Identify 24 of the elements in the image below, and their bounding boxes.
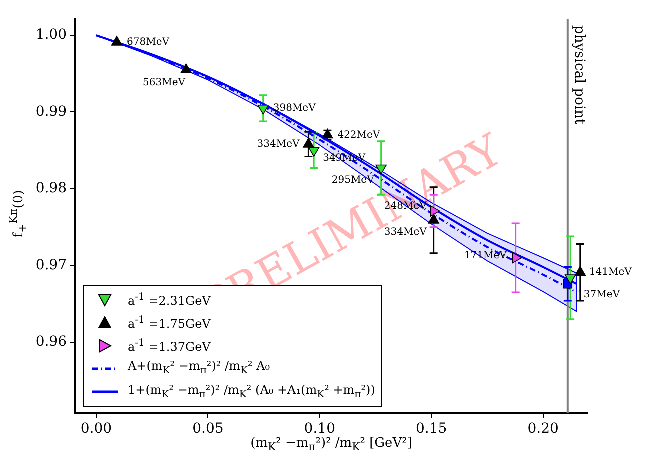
- x-tick-label: 0.15: [416, 421, 448, 438]
- x-tick-label: 0.00: [80, 421, 112, 438]
- x-tick-label: 0.20: [528, 421, 559, 438]
- annotation: 563MeV: [143, 78, 186, 89]
- point: [512, 252, 522, 264]
- x-tick-label: 0.10: [304, 421, 336, 438]
- y-tick-label: 0.96: [36, 334, 68, 350]
- y-tick-label: 0.99: [36, 104, 67, 120]
- point: [180, 64, 192, 74]
- x-tick-label: 0.05: [192, 421, 224, 438]
- y-tick-label: 1.00: [36, 27, 67, 44]
- ref-line-label: physical point: [571, 25, 588, 125]
- annotation: 678MeV: [127, 37, 170, 48]
- point: [111, 36, 123, 46]
- legend-label: a$^{-1}$ =1.37GeV: [128, 337, 211, 356]
- y-tick-label: 0.97: [36, 257, 67, 274]
- annotation: 398MeV: [273, 102, 317, 114]
- legend-label: a$^{-1}$ =1.75GeV: [128, 314, 211, 334]
- text: 1+(m$_{K}$² −m$_{π}$²)² /m$_{K}$² (A₀ +A₁(m$_{K}$² +m$_{π}$²)): [128, 382, 376, 400]
- y-tick-label: 0.98: [36, 180, 67, 197]
- annotation: 141MeV: [589, 267, 633, 278]
- point: [574, 266, 586, 276]
- x-axis-title: (m$_{K}$² −m$_{π}$²)² /m$_{K}$² [GeV²]: [250, 436, 414, 454]
- legend-label: A+(m$_{K}$² −m$_{π}$²)² /m$_{K}$² A₀: [128, 358, 270, 379]
